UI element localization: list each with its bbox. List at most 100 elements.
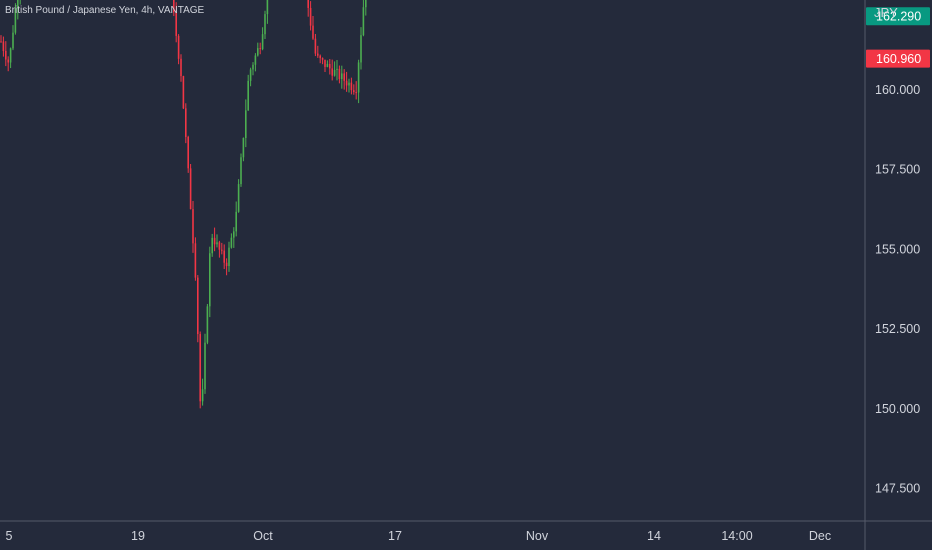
candle-body [319,55,321,59]
candle-body [338,68,341,80]
candle-body [187,136,189,169]
candle-body [213,237,216,245]
candle-body [309,7,312,26]
candle-body [194,243,197,278]
price-axis-panel [865,0,932,550]
candle-body [233,231,235,238]
candle-body [341,73,343,80]
time-axis-panel [0,521,932,550]
candle-body [173,0,175,13]
candle-body [259,48,261,50]
candle-body [331,68,333,76]
time-tick-label: 19 [131,529,145,543]
candle-body [17,0,19,9]
candle-body [175,12,177,36]
price-label-text: 160.960 [876,52,921,66]
candle-body [192,209,194,244]
price-labels: 168.300167.150165.59540:56163.800162.290… [866,7,930,68]
candle-body [307,0,309,8]
candle-body [348,82,350,86]
candle-body [221,249,223,251]
candle-body [206,306,209,343]
candle-body [9,48,12,63]
candle-body [266,0,269,15]
price-tick-label: 147.500 [875,482,920,496]
candle-body [312,25,314,39]
candle-body [365,0,367,8]
price-tick-label: 155.000 [875,242,920,256]
candle-body [333,69,336,76]
time-tick-label: 14 [647,529,661,543]
time-tick-label: 5 [6,529,13,543]
candle-body [14,8,17,33]
time-tick-label: Nov [526,529,549,543]
candle-body [237,184,240,212]
candle-body [2,41,5,51]
candle-body [245,110,247,138]
candle-body [189,168,192,210]
price-label-text: 162.290 [876,10,921,24]
chart-title: British Pound / Japanese Yen, 4h, VANTAG… [5,5,205,16]
candle-body [185,108,187,137]
candle-body [177,35,180,59]
candle-body [242,137,245,158]
candle-body [180,58,182,77]
price-label-badge [866,49,930,68]
candle-body [211,237,213,254]
candle-body [357,62,360,93]
candle-body [247,80,249,111]
candle-body [257,48,259,56]
candle-body [329,63,331,69]
candle-body [240,157,242,185]
price-tick-label: 150.000 [875,402,920,416]
candle-body [7,59,9,63]
candle-body [204,342,206,390]
candle-body [353,90,355,93]
price-tick-label: 152.500 [875,322,920,336]
candle-body [223,250,225,263]
candle-body [321,58,324,60]
candles [0,0,367,409]
candle-body [317,53,319,56]
candle-body [343,73,345,81]
price-label-badge [866,7,930,26]
time-tick-label: Dec [809,529,831,543]
candle-body [235,211,237,232]
candle-body [249,69,252,81]
currency-label: JPY [874,5,898,20]
candle-body [324,59,326,67]
candle-body [201,389,204,402]
candle-body [0,41,2,43]
time-tick-label: Oct [253,529,273,543]
candle-body [5,50,7,60]
candle-body [261,34,264,50]
candle-body [314,38,317,54]
candle-body [336,68,338,70]
candle-body [218,242,221,250]
price-tick-label: 157.500 [875,163,920,177]
candle-body [228,247,230,267]
price-axis-ticks: 147.500 150.000 152.500 155.000 157.500 160.0… [875,83,920,496]
candle-body [182,76,185,109]
candle-body [230,237,233,248]
candle-body [264,14,266,35]
candle-body [225,262,228,267]
candle-body [197,277,199,335]
candle-body [209,253,211,307]
candle-body [254,55,257,65]
time-tick-label: 17 [388,529,402,543]
candle-body [252,64,254,70]
price-tick-label: 160.000 [875,83,920,97]
candle-body [355,92,357,94]
candle-body [360,35,362,63]
candle-body [216,242,218,245]
candle-body [12,32,14,49]
candle-body [350,82,353,91]
time-tick-label: 14:00 [721,529,752,543]
candle-body [199,334,201,402]
candle-body [326,63,329,67]
time-axis-ticks: 5 19 Oct 17 Nov 14 14:00 Dec [6,529,832,543]
candle-body [345,80,348,86]
candle-body [362,7,365,36]
